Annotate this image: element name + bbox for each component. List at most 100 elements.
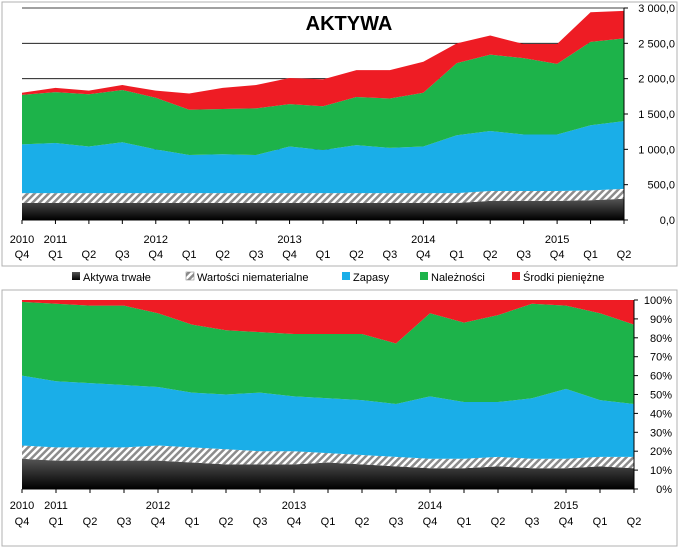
y-tick-label: 40% xyxy=(650,408,672,420)
areas-bottom xyxy=(22,300,634,489)
x-tick-year: 2010 xyxy=(10,500,34,512)
x-tick-year: 2012 xyxy=(144,234,168,246)
x-tick-quarter: Q1 xyxy=(321,516,336,528)
x-tick-quarter: Q1 xyxy=(593,516,608,528)
y-tick-label: 0,0 xyxy=(660,215,675,227)
x-tick-year: 2011 xyxy=(44,500,68,512)
y-tick-label: 50% xyxy=(650,390,672,402)
x-tick-quarter: Q4 xyxy=(559,516,574,528)
y-tick-label: 0% xyxy=(656,484,672,496)
x-tick-quarter: Q4 xyxy=(15,516,30,528)
x-tick-quarter: Q3 xyxy=(516,249,531,261)
y-tick-label: 1 000,0 xyxy=(638,144,675,156)
y-axis-top: 0,0 500,0 1 000,0 1 500,0 2 000,0 2 500,0 3 00… xyxy=(623,3,675,227)
x-tick-quarter: Q1 xyxy=(48,249,63,261)
legend-label-naleznosci: Należności xyxy=(431,272,485,284)
x-tick-quarter: Q2 xyxy=(215,249,230,261)
x-tick-quarter: Q4 xyxy=(287,516,302,528)
x-tick-quarter: Q2 xyxy=(627,516,642,528)
x-tick-quarter: Q2 xyxy=(349,249,364,261)
area-srodki-pieniezne xyxy=(22,300,634,344)
x-tick-year: 2012 xyxy=(146,500,170,512)
x-tick-quarter: Q1 xyxy=(185,516,200,528)
x-tick-quarter: Q1 xyxy=(316,249,331,261)
x-tick-quarter: Q1 xyxy=(583,249,598,261)
x-tick-quarter: Q2 xyxy=(483,249,498,261)
area-zapasy xyxy=(22,121,624,194)
x-tick-quarter: Q3 xyxy=(249,249,264,261)
x-tick-quarter: Q1 xyxy=(457,516,472,528)
x-tick-quarter: Q3 xyxy=(525,516,540,528)
x-tick-quarter: Q4 xyxy=(423,516,438,528)
y-tick-label: 500,0 xyxy=(647,180,675,192)
legend: Aktywa trwałe Wartości niematerialne Zapas… xyxy=(72,271,604,284)
x-tick-quarter: Q3 xyxy=(253,516,268,528)
y-tick-label: 80% xyxy=(650,333,672,345)
x-tick-quarter: Q4 xyxy=(148,249,163,261)
x-tick-quarter: Q2 xyxy=(82,249,97,261)
x-tick-quarter: Q2 xyxy=(83,516,98,528)
legend-label-srodki-pieniezne: Środki pieniężne xyxy=(523,271,604,284)
y-tick-label: 3 000,0 xyxy=(638,3,675,15)
y-tick-label: 100% xyxy=(644,295,672,307)
x-tick-quarter: Q4 xyxy=(416,249,431,261)
chart-frame-top xyxy=(1,1,678,267)
x-tick-year: 2010 xyxy=(10,234,34,246)
x-tick-quarter: Q2 xyxy=(355,516,370,528)
x-tick-quarter: Q3 xyxy=(389,516,404,528)
y-axis-bottom: 0% 10% 20% 30% 40% 50% 60% 70% 80% 90% 100% xyxy=(633,295,672,496)
x-tick-year: 2013 xyxy=(277,234,301,246)
area-aktywa-trwale xyxy=(22,458,634,489)
y-tick-label: 60% xyxy=(650,371,672,383)
x-tick-quarter: Q3 xyxy=(115,249,130,261)
areas-top xyxy=(22,10,624,220)
x-tick-quarter: Q2 xyxy=(617,249,632,261)
x-tick-quarter: Q3 xyxy=(383,249,398,261)
x-tick-quarter: Q4 xyxy=(282,249,297,261)
x-tick-quarter: Q2 xyxy=(219,516,234,528)
x-tick-year: 2013 xyxy=(282,500,306,512)
legend-swatch-zapasy xyxy=(342,272,350,280)
area-naleznosci xyxy=(22,301,634,404)
x-tick-year: 2014 xyxy=(418,500,442,512)
x-tick-quarter: Q1 xyxy=(49,516,64,528)
y-tick-label: 90% xyxy=(650,314,672,326)
x-tick-quarter: Q1 xyxy=(449,249,464,261)
legend-swatch-aktywa-trwale xyxy=(72,272,80,280)
legend-label-wartosci-niematerialne: Wartości niematerialne xyxy=(197,272,308,284)
y-tick-label: 1 500,0 xyxy=(638,109,675,121)
x-tick-year: 2014 xyxy=(411,234,435,246)
y-tick-label: 70% xyxy=(650,352,672,364)
y-tick-label: 2 000,0 xyxy=(638,74,675,86)
legend-swatch-naleznosci xyxy=(420,272,428,280)
x-tick-quarter: Q2 xyxy=(491,516,506,528)
legend-label-zapasy: Zapasy xyxy=(353,272,390,284)
area-aktywa-trwale xyxy=(22,198,624,220)
area-wartosci-niematerialne xyxy=(22,445,634,469)
x-tick-year: 2015 xyxy=(554,500,578,512)
area-naleznosci xyxy=(22,38,624,155)
area-wartosci-niematerialne xyxy=(22,188,624,204)
y-tick-label: 30% xyxy=(650,427,672,439)
x-tick-quarter: Q1 xyxy=(182,249,197,261)
x-tick-year: 2011 xyxy=(44,234,68,246)
y-tick-label: 2 500,0 xyxy=(638,38,675,50)
chart-aktywa: 0,0 500,0 1 000,0 1 500,0 2 000,0 2 500,0 3 00… xyxy=(1,1,678,284)
y-tick-label: 20% xyxy=(650,446,672,458)
y-tick-label: 10% xyxy=(650,465,672,477)
legend-label-aktywa-trwale: Aktywa trwałe xyxy=(83,272,151,284)
chart-frame-bottom xyxy=(1,289,678,547)
x-tick-year: 2015 xyxy=(545,234,569,246)
x-tick-quarter: Q4 xyxy=(151,516,166,528)
legend-swatch-wartosci-niematerialne xyxy=(185,271,195,281)
area-srodki-pieniezne xyxy=(22,10,624,110)
x-tick-quarter: Q4 xyxy=(15,249,30,261)
x-tick-quarter: Q4 xyxy=(550,249,565,261)
legend-swatch-srodki-pieniezne xyxy=(512,272,520,280)
x-axis-top: Q4 2010 Q1 2011 Q2 Q3 Q4 2012 Q1 Q2 Q3 Q4 2013 Q1 Q2 Q3… xyxy=(10,219,632,261)
area-zapasy xyxy=(22,375,634,459)
chart-title: AKTYWA xyxy=(306,13,393,35)
x-tick-quarter: Q3 xyxy=(117,516,132,528)
chart-percent: 0% 10% 20% 30% 40% 50% 60% 70% 80% 90% 100% Q4 2010… xyxy=(1,289,678,547)
